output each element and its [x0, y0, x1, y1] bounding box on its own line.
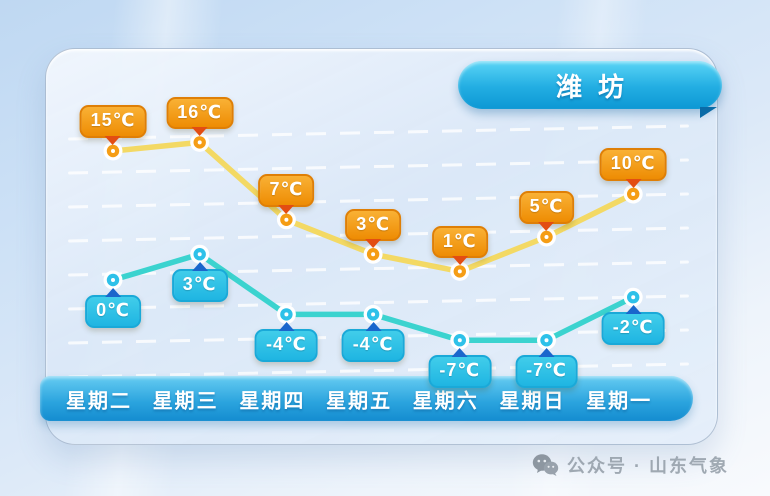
day-label: 星期四 — [239, 390, 306, 412]
grid-line — [68, 124, 689, 141]
grid-line — [68, 328, 689, 345]
grid-line — [68, 294, 689, 311]
day-label: 星期五 — [326, 390, 393, 412]
city-badge: 潍坊 — [458, 61, 722, 118]
day-label: 星期六 — [412, 390, 479, 412]
city-name: 潍坊 — [555, 71, 640, 102]
day-label: 星期日 — [499, 390, 566, 412]
day-label: 星期一 — [586, 390, 653, 412]
grid-line — [68, 158, 689, 175]
weekday-bar: 星期二 星期三 星期四 星期五 星期六 星期日 星期一 — [40, 376, 693, 421]
grid-line — [68, 192, 689, 209]
watermark: 公众号 · 山东气象 — [532, 452, 729, 478]
grid-line — [68, 226, 689, 243]
grid-line — [68, 260, 689, 277]
watermark-text: 公众号 · 山东气象 — [567, 456, 729, 476]
day-label: 星期二 — [66, 390, 132, 412]
day-label: 星期三 — [152, 390, 219, 412]
wechat-icon — [532, 454, 559, 476]
